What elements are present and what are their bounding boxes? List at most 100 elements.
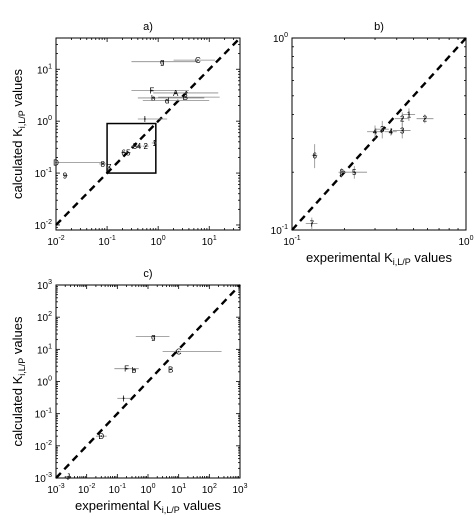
y-tick-label: 10-1 [35,167,52,180]
point-label: 3 [133,142,138,151]
data-point [152,97,155,99]
data-point [101,163,104,165]
point-label: 6 [312,151,317,160]
data-point [150,89,153,92]
data-point [408,113,410,116]
x-tick-label: 10-1 [109,483,126,496]
x-tick-label: 100 [140,483,155,496]
point-label: 9 [63,171,68,180]
point-label: 2 [143,142,148,151]
data-point [67,475,70,478]
point-label: F [124,365,129,374]
x-tick-label: 100 [458,235,473,248]
data-point [144,145,147,148]
x-tick-label: 101 [171,483,186,496]
point-label: 6 [121,148,126,157]
y-tick-label: 102 [37,311,52,324]
point-label: D [53,158,59,167]
x-tick-label: 10-1 [98,235,115,248]
plot-frame [291,37,467,231]
x-axis-label: experimental Ki,L/P values [306,250,452,267]
y-tick-label: 10-2 [35,219,52,232]
point-label: A [173,89,179,98]
point-label: B [168,365,173,374]
point-label: C [195,56,201,65]
y-tick-label: 100 [37,115,52,128]
data-point [125,367,128,370]
point-label: 3 [400,126,405,135]
y-tick-label: 10-1 [271,224,288,237]
point-label: B [183,93,188,102]
panel-title: b) [374,21,384,33]
panel-title: a) [143,21,153,33]
data-point [133,368,135,371]
data-point [184,96,187,99]
x-tick-label: 10-2 [47,235,64,248]
y-axis-label: calculated Ki,L/P values [10,316,27,447]
x-tick-label: 103 [232,483,247,496]
data-point [133,145,136,148]
x-tick-label: 101 [202,235,217,248]
plot-frame [55,37,241,231]
point-label: D [98,432,104,441]
point-label: 1 [152,139,157,148]
point-label: 2 [423,115,428,124]
data-point [138,145,140,148]
point-label: 5 [352,168,357,177]
x-tick-label: 100 [151,235,166,248]
data-point [423,117,426,120]
y-tick-label: 101 [37,343,52,356]
data-point [108,166,111,169]
x-tick-label: 10-3 [47,483,64,496]
zoom-box [106,122,157,174]
y-tick-label: 10-3 [35,472,52,485]
point-label: 5 [126,148,131,157]
data-point [64,174,66,177]
point-label: 4 [137,142,142,151]
y-tick-label: 103 [37,279,52,292]
data-point [389,130,392,133]
point-label: 4 [373,128,378,137]
data-point [152,335,155,338]
point-label: J [66,473,70,482]
data-point [177,350,180,353]
data-point [161,60,164,63]
data-point [174,92,177,94]
data-point [144,118,146,120]
y-tick-label: 10-1 [35,408,52,421]
data-point [166,99,169,102]
data-point [401,129,404,132]
data-point [353,171,356,174]
point-label: 4 [389,128,394,137]
data-point [122,151,125,154]
point-label: 7 [107,163,112,172]
data-point [381,128,384,131]
y-tick-label: 100 [273,32,288,45]
data-point [169,368,172,371]
data-point [153,142,156,144]
panel-b: b) 10-1 100 10-1 100 experimental Ki,L/P valu… [271,21,474,267]
x-tick-label: 10-1 [283,235,300,248]
point-label: 3 [380,125,385,134]
point-label: 8 [339,168,344,177]
point-label: I [144,115,146,124]
data-point [122,397,125,400]
y-tick-label: 10-2 [35,440,52,453]
data-point [313,154,316,157]
data-point [55,161,57,164]
point-label: b [151,94,156,103]
point-label: g [151,333,155,342]
panel-title: c) [143,268,152,280]
data-point [374,130,376,133]
data-point [127,151,130,154]
x-tick-label: 10-2 [78,483,95,496]
point-label: 1 [407,110,412,119]
point-label: C [176,348,182,357]
point-label: 8 [100,160,105,169]
panel-c: c) 10-3 10-2 10-1 100 101 102 103 10-3 10-2 10-1 10… [10,268,248,515]
point-label: g [160,58,164,67]
x-tick-label: 102 [202,483,217,496]
x-axis-label: experimental Ki,L/P values [75,498,221,515]
point-label: I [122,394,124,403]
